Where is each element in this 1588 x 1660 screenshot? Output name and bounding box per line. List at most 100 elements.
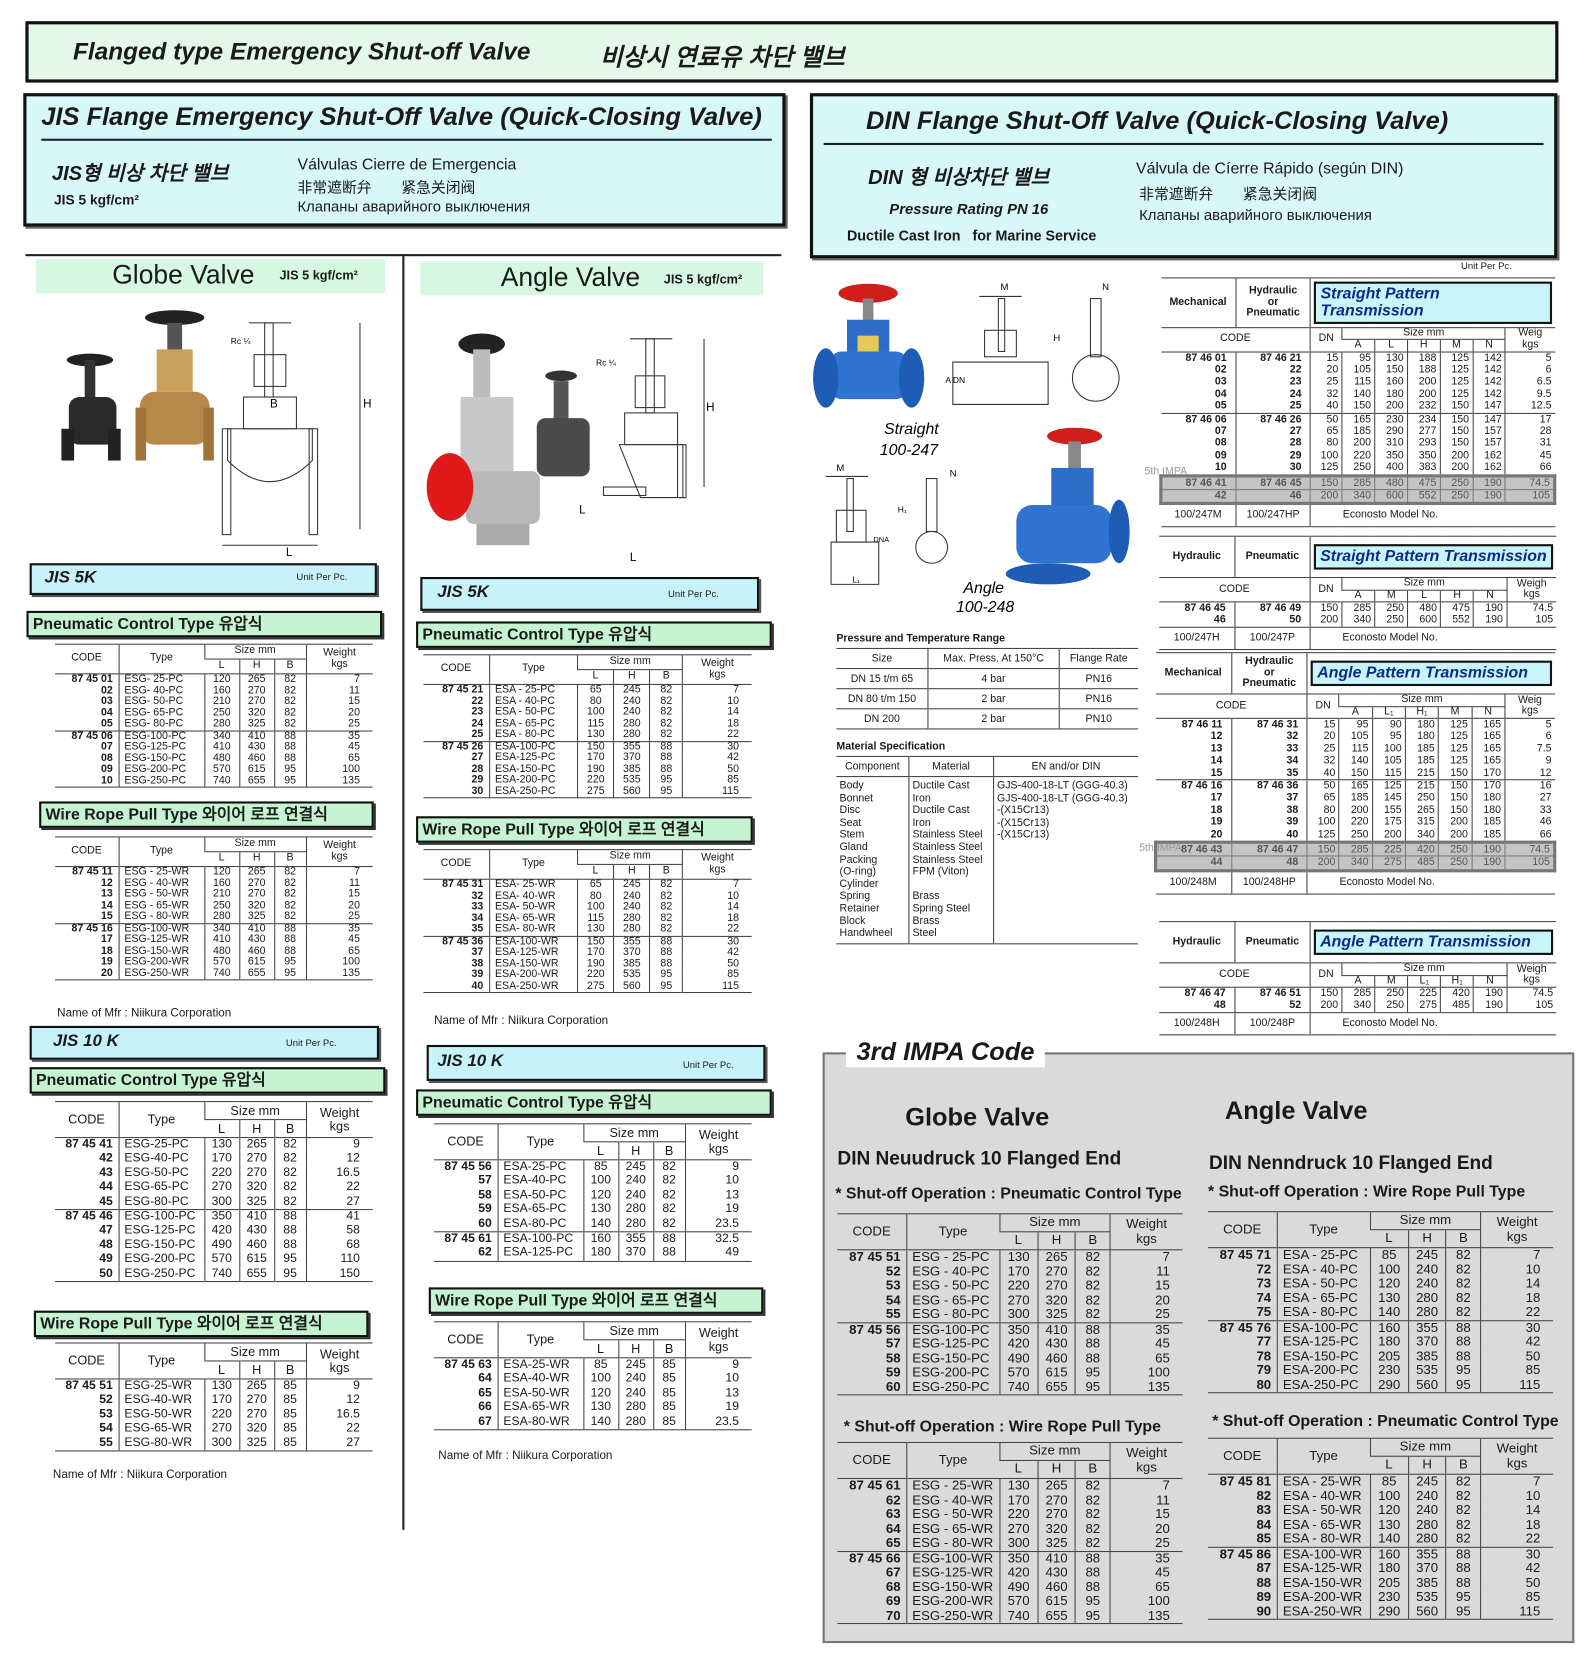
- weight-cell: 12: [305, 1152, 373, 1167]
- value-cell: 190: [1471, 855, 1506, 872]
- weight-cell: 20: [1109, 1521, 1183, 1537]
- column-header-size: Size mm: [577, 654, 683, 670]
- h-cell: 355: [617, 1231, 654, 1247]
- jis5k-bar: JIS 5K Unit Per Pc.: [420, 576, 760, 611]
- h-cell: 460: [238, 945, 275, 958]
- value-cell: 74.5: [1506, 601, 1557, 615]
- model-row: 100/247M 100/247HP Econosto Model No.: [1160, 503, 1555, 528]
- column-header-b: B: [649, 863, 683, 880]
- value-cell: 74.5: [1504, 841, 1556, 858]
- weight-cell: 50: [1480, 1575, 1554, 1591]
- pressure-range-section: Pressure and Temperature Range Size Max.…: [836, 633, 1139, 730]
- h-cell: 280: [1407, 1305, 1447, 1321]
- b-cell: 82: [273, 1152, 306, 1167]
- value-cell: 5: [1504, 718, 1555, 731]
- value-cell: 180: [1404, 718, 1439, 731]
- column-header-h: H: [238, 1119, 275, 1138]
- type-cell: ESG-200-PC: [118, 1252, 205, 1267]
- type-cell: ESA-200-PC: [488, 774, 578, 787]
- weight-cell: 115: [1480, 1604, 1554, 1620]
- column-header-dn: DN: [1306, 693, 1340, 719]
- value-cell: 485: [1404, 855, 1440, 872]
- type-cell: ESA-65-WR: [497, 1400, 584, 1416]
- weight-cell: 50: [682, 958, 752, 970]
- type-cell: ESA- 25-WR: [488, 879, 578, 891]
- value-cell: 150: [1306, 841, 1340, 858]
- angle-rating: JIS 5 kgf/cm²: [663, 272, 743, 287]
- value-cell: 200: [1309, 614, 1342, 628]
- value-cell: 340: [1338, 855, 1373, 872]
- b-cell: 82: [649, 684, 683, 697]
- row-group: 87 45 31 ESA- 25-WR 65 245 82 7 32 ESA- 40-WR 80…: [423, 879, 752, 936]
- l-cell: 170: [999, 1264, 1038, 1279]
- wire-rope-bar: Wire Rope Pull Type 와이어 로프 연결식: [416, 816, 753, 843]
- type-cell: ESA-125-WR: [488, 947, 578, 959]
- column-header-dim: N: [1473, 974, 1507, 988]
- column-header-dim: L: [1374, 338, 1408, 352]
- h-cell: 265: [1037, 1478, 1076, 1494]
- weight-cell: 10: [684, 1372, 752, 1387]
- column-header-dim: M: [1437, 705, 1472, 719]
- h-cell: 240: [613, 707, 650, 719]
- weight-cell: 135: [305, 967, 373, 980]
- unit-label: Unit Per Pc.: [668, 588, 719, 600]
- code-cell: 03: [100, 695, 113, 708]
- value-cell: 225: [1407, 987, 1441, 1000]
- globe-valve-photo-bronze: [135, 310, 214, 461]
- table-row: 46 50 200 340 250 600 552 190 105: [1159, 614, 1557, 628]
- column-header-dn: DN: [1309, 326, 1343, 352]
- value-cell: 28: [1504, 425, 1555, 438]
- h-cell: 655: [238, 1266, 275, 1282]
- table-row: 05 ESG- 80-PC 280 325 82 25: [55, 717, 373, 731]
- weight-cell: 10: [682, 696, 752, 708]
- code-cell: 87 45 21: [442, 683, 484, 696]
- b-cell: 82: [273, 696, 306, 708]
- l-cell: 115: [577, 718, 614, 730]
- code-cell: 87 45 63: [444, 1358, 492, 1372]
- value-cell: 150: [1374, 364, 1408, 377]
- code-cell: 46: [1213, 614, 1226, 627]
- weight-cell: 7: [1109, 1250, 1183, 1265]
- value-cell: 285: [1341, 601, 1375, 615]
- header-row: Hydraulic Pneumatic Straight Pattern Trans…: [1159, 535, 1557, 578]
- din-valve-images: M N H A DN Straight 100-247 M N H₁ DNA L…: [813, 282, 1130, 616]
- l-cell: 290: [1369, 1604, 1409, 1620]
- l-cell: 80: [577, 696, 614, 708]
- column-header-weight: Weight kgs: [684, 1321, 752, 1358]
- value-cell: 105: [1506, 614, 1557, 628]
- h-cell: 655: [238, 967, 275, 980]
- column-header-dim: N: [1471, 705, 1505, 719]
- column-header-size: Size mm: [1338, 693, 1505, 707]
- din-straight-table-2: Hydraulic Pneumatic Straight Pattern Trans…: [1159, 535, 1557, 650]
- h-cell: 265: [1037, 1250, 1076, 1265]
- value-cell: 285: [1341, 987, 1375, 1000]
- code-cell: 17: [100, 933, 113, 946]
- impa-angle-table-1: CODE Type Size mm Weight kgs L H B 87 45 71 ESA …: [1207, 1211, 1554, 1393]
- table-row: 34 ESA- 65-WR 115 280 82 18: [423, 912, 752, 925]
- code-cell: 29: [1235, 449, 1311, 462]
- b-cell: 82: [273, 1194, 306, 1210]
- table-row: 87 45 51 ESG-25-WR 130 265 85 9: [55, 1378, 373, 1394]
- table-row: 87 45 51 ESG - 25-PC 130 265 82 7: [837, 1250, 1183, 1265]
- h-cell: 320: [1037, 1521, 1076, 1537]
- din-angle-table-1: Mechanical Hydraulic or Pneumatic Angle Pa…: [1139, 652, 1556, 895]
- model-no: 100/247H: [1159, 626, 1235, 650]
- value-cell: 150: [1309, 987, 1342, 1000]
- value-cell: 188: [1406, 351, 1441, 365]
- weight-cell: 16.5: [305, 1166, 373, 1181]
- table-row: 68 ESG-150-WR 490 460 88 65: [837, 1580, 1183, 1595]
- code-cell: 34: [471, 912, 484, 924]
- table-row: 64 ESA-40-WR 100 240 85 10: [434, 1372, 752, 1387]
- b-cell: 82: [1075, 1264, 1111, 1279]
- table-row: 23 ESA - 50-PC 100 240 82 14: [423, 707, 752, 719]
- h-cell: 370: [1407, 1561, 1447, 1576]
- value-cell: 74.5: [1506, 987, 1557, 1000]
- straight-model: 100-247: [880, 442, 939, 459]
- l-cell: 210: [203, 889, 240, 901]
- b-cell: 95: [273, 764, 306, 776]
- code-cell: 05: [100, 717, 113, 730]
- column-header-b: B: [1075, 1231, 1111, 1250]
- value-cell: 95: [1371, 730, 1406, 744]
- type-cell: ESG-40-WR: [118, 1393, 205, 1408]
- type-cell: ESA-65-PC: [497, 1202, 584, 1218]
